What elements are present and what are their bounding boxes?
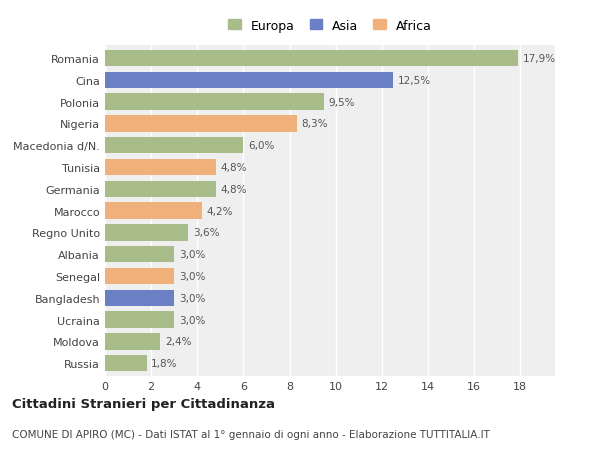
Bar: [105, 116, 296, 132]
Bar: [105, 73, 394, 89]
Text: 4,8%: 4,8%: [220, 185, 247, 195]
Text: 4,8%: 4,8%: [220, 162, 247, 173]
Text: 3,6%: 3,6%: [193, 228, 219, 238]
Bar: [105, 203, 202, 219]
Text: 3,0%: 3,0%: [179, 271, 205, 281]
Text: 1,8%: 1,8%: [151, 358, 178, 368]
Bar: [105, 138, 244, 154]
Text: 6,0%: 6,0%: [248, 141, 274, 151]
Bar: [105, 181, 216, 197]
Bar: [105, 268, 174, 285]
Text: 12,5%: 12,5%: [398, 76, 431, 86]
Text: 9,5%: 9,5%: [329, 97, 355, 107]
Text: COMUNE DI APIRO (MC) - Dati ISTAT al 1° gennaio di ogni anno - Elaborazione TUTT: COMUNE DI APIRO (MC) - Dati ISTAT al 1° …: [12, 429, 490, 439]
Text: 3,0%: 3,0%: [179, 315, 205, 325]
Bar: [105, 333, 160, 350]
Text: Cittadini Stranieri per Cittadinanza: Cittadini Stranieri per Cittadinanza: [12, 397, 275, 410]
Text: 4,2%: 4,2%: [206, 206, 233, 216]
Bar: [105, 94, 324, 111]
Text: 17,9%: 17,9%: [523, 54, 556, 64]
Text: 3,0%: 3,0%: [179, 250, 205, 260]
Bar: [105, 160, 216, 176]
Text: 2,4%: 2,4%: [165, 336, 191, 347]
Bar: [105, 51, 518, 67]
Legend: Europa, Asia, Africa: Europa, Asia, Africa: [224, 16, 436, 36]
Bar: [105, 225, 188, 241]
Bar: [105, 312, 174, 328]
Text: 8,3%: 8,3%: [301, 119, 328, 129]
Bar: [105, 355, 146, 371]
Text: 3,0%: 3,0%: [179, 293, 205, 303]
Bar: [105, 290, 174, 306]
Bar: [105, 246, 174, 263]
